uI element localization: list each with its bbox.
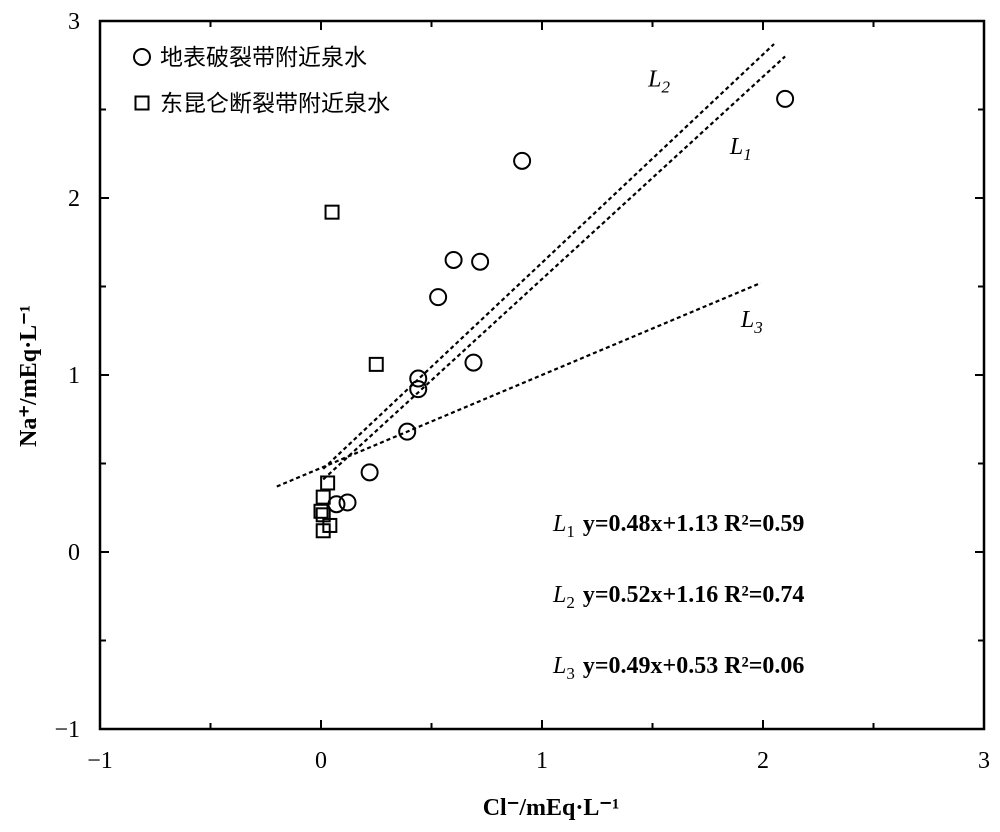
x-tick-label: 2 xyxy=(757,748,769,774)
circle-point xyxy=(464,353,483,372)
fit-line-2 xyxy=(322,43,775,470)
fit-line-label-2: L2 xyxy=(647,66,670,96)
x-axis-title: Cl⁻/mEq·L⁻¹ xyxy=(483,795,620,821)
fit-line-1 xyxy=(322,55,786,481)
x-tick-label: 1 xyxy=(536,748,548,774)
legend-label: 地表破裂带附近泉水 xyxy=(160,45,367,71)
y-tick-label: 0 xyxy=(68,540,80,566)
y-axis: −1 0 1 2 3 xyxy=(54,9,984,743)
fit-line-label-1: L1 xyxy=(729,134,752,164)
circle-point xyxy=(513,151,532,170)
square-point xyxy=(368,356,384,372)
square-point xyxy=(320,475,336,491)
equation-1: L1 y=0.48x+1.13 R²=0.59 xyxy=(552,511,804,541)
y-tick-label: 3 xyxy=(68,9,80,35)
legend-square-marker xyxy=(134,95,150,111)
equations: L1 y=0.48x+1.13 R²=0.59 L2 y=0.52x+1.16 R²=… xyxy=(552,511,804,683)
circle-point xyxy=(429,288,448,307)
equation-3: L3 y=0.49x+0.53 R²=0.06 xyxy=(552,653,804,683)
data-points xyxy=(313,89,795,539)
legend-circle-marker xyxy=(133,48,151,66)
y-tick-label: 1 xyxy=(68,363,80,389)
y-axis-title: Na⁺/mEq·L⁻¹ xyxy=(16,305,42,447)
x-axis: −1 0 1 2 3 xyxy=(87,21,990,774)
square-point xyxy=(315,523,331,539)
circle-point xyxy=(338,493,357,512)
legend-label: 东昆仑断裂带附近泉水 xyxy=(160,91,390,117)
circle-point xyxy=(327,495,346,514)
square-point xyxy=(313,503,329,519)
fit-line-3 xyxy=(276,281,762,488)
square-point xyxy=(315,489,331,505)
x-tick-label: 3 xyxy=(978,748,990,774)
circle-point xyxy=(398,422,417,441)
equation-2: L2 y=0.52x+1.16 R²=0.74 xyxy=(552,582,804,612)
x-tick-label: −1 xyxy=(87,748,113,774)
x-tick-label: 0 xyxy=(315,748,327,774)
circle-point xyxy=(776,89,795,108)
circle-point xyxy=(444,250,463,269)
y-tick-label: −1 xyxy=(54,717,80,743)
circle-point xyxy=(409,369,428,388)
fit-line-label-3: L3 xyxy=(740,307,763,337)
circle-point xyxy=(360,463,379,482)
circle-point xyxy=(409,380,428,399)
y-tick-label: 2 xyxy=(68,186,80,212)
square-point xyxy=(324,204,340,220)
circle-point xyxy=(471,252,490,271)
